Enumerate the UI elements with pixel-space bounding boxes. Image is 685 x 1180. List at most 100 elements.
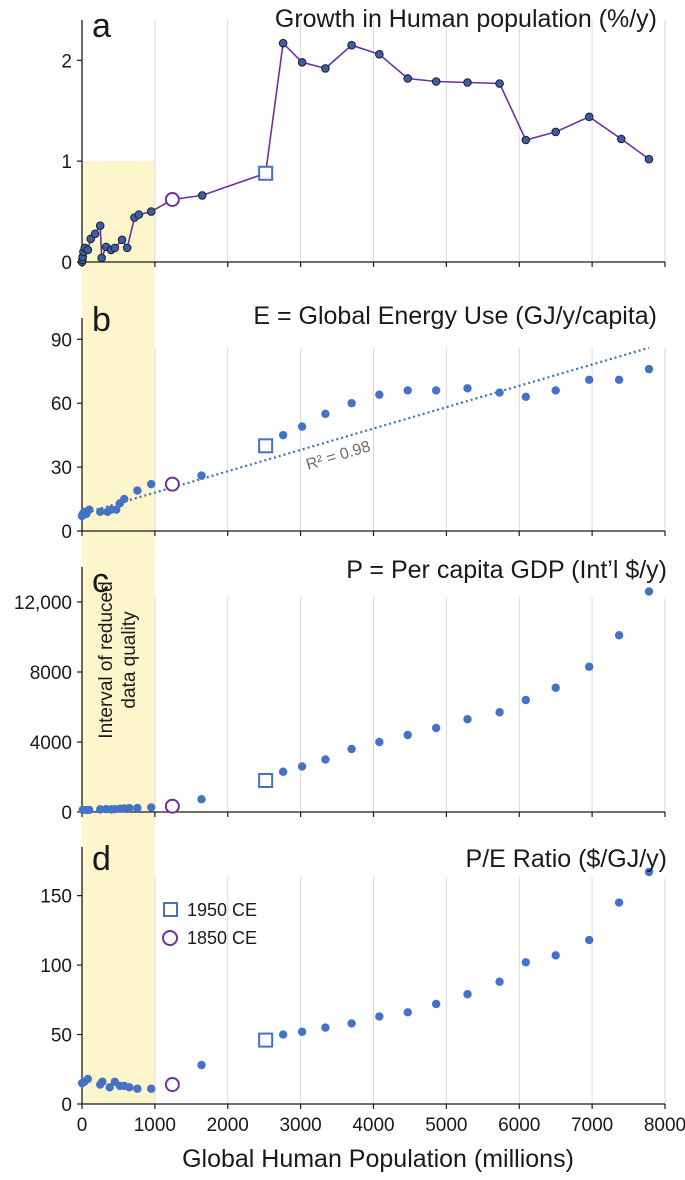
panel-b-data-point <box>463 384 472 393</box>
panel-b-data-point <box>347 399 356 408</box>
panel-b-y-tick-label: 90 <box>51 330 72 351</box>
panel-c-marker-1850 <box>164 798 180 814</box>
x-tick-label: 7000 <box>571 1115 613 1136</box>
panel-d-data-point <box>297 1027 307 1036</box>
panel-c-y-tick-label: 12,000 <box>14 593 72 614</box>
x-tick-label: 4000 <box>352 1115 394 1136</box>
panel-a-data-point <box>134 210 144 219</box>
panel-b-data-point <box>85 505 94 514</box>
panel-letter-d: d <box>92 840 111 878</box>
panel-b-data-point <box>431 386 441 395</box>
shade-label-line-2: data quality <box>119 611 140 709</box>
x-tick-label: 8000 <box>644 1115 685 1136</box>
panel-b-data-point <box>644 364 654 374</box>
panel-d-title: P/E Ratio ($/GJ/y) <box>466 845 667 873</box>
x-tick-label: 0 <box>77 1115 88 1136</box>
panel-d-data-point <box>495 977 504 986</box>
panel-d-shade <box>82 817 155 1104</box>
x-tick-label: 2000 <box>207 1115 249 1136</box>
data-marks <box>77 38 654 1093</box>
legend-label-1950: 1950 CE <box>187 900 257 920</box>
panel-a-data-point <box>146 207 156 216</box>
panel-a-data-point <box>495 79 504 88</box>
panel-c-data-point <box>147 803 156 812</box>
panel-b-data-point <box>614 375 624 384</box>
panel-d-y-tick-label: 150 <box>40 887 72 908</box>
panel-d-data-point <box>431 999 441 1009</box>
panel-d-data-point <box>585 935 594 945</box>
x-tick-label: 1000 <box>134 1115 176 1136</box>
panel-a-data-point <box>463 78 472 87</box>
panel-b-data-point <box>147 479 156 489</box>
panel-a-series-line <box>81 41 650 263</box>
panel-c-data-point <box>403 730 412 740</box>
panel-a-data-point <box>521 135 531 145</box>
gridlines <box>154 20 666 1104</box>
panel-a-data-point <box>97 253 106 263</box>
axes: 0 1 2 0 30 60 90 0 4000 8000 12,000 0 50 100 150 0 1000 2… <box>14 20 685 1136</box>
panel-a-data-point <box>616 134 626 144</box>
panel-a-y-tick-label: 1 <box>61 152 72 173</box>
x-axis-title: Global Human Population (millions) <box>182 1145 574 1173</box>
panel-b-title: E = Global Energy Use (GJ/y/capita) <box>253 302 657 330</box>
legend-marker-1950 <box>163 902 178 917</box>
panel-a-data-point <box>90 229 100 239</box>
panel-c-shade <box>82 537 155 842</box>
panel-b-marker-1950 <box>258 438 274 454</box>
panel-d-data-point <box>133 1084 142 1093</box>
panel-c-data-point <box>585 662 594 671</box>
panel-a-data-point <box>278 38 288 48</box>
panel-d-data-point <box>463 990 472 999</box>
panel-d-data-point <box>83 1074 93 1084</box>
legend-label-1850: 1850 CE <box>187 928 257 948</box>
panel-b-y-tick-label: 0 <box>61 522 72 543</box>
panel-b-data-point <box>585 375 594 384</box>
panel-c-y-tick-label: 4000 <box>30 733 72 754</box>
panel-c-data-point <box>278 767 288 776</box>
panel-d-data-point <box>197 1060 206 1070</box>
reduced-quality-shading <box>82 161 155 1104</box>
panel-d-data-point <box>125 1083 134 1092</box>
panel-b-data-point <box>375 390 384 399</box>
panel-c-data-point <box>614 631 624 640</box>
panel-b-data-point <box>321 409 330 419</box>
panel-letter-a: a <box>92 7 111 45</box>
panel-a-y-tick-label: 0 <box>61 253 72 274</box>
x-tick-label: 6000 <box>498 1115 540 1136</box>
panel-d-y-tick-label: 50 <box>51 1026 72 1047</box>
panel-b-data-point <box>120 494 129 504</box>
panel-b-data-point <box>521 392 531 402</box>
panel-a-title: Growth in Human population (%/y) <box>275 5 657 33</box>
panel-d-data-point <box>278 1030 288 1039</box>
panel-d-data-point <box>147 1084 156 1093</box>
panel-b-data-point <box>495 388 504 397</box>
panel-d-data-point <box>644 867 654 877</box>
panel-c-y-tick-label: 0 <box>61 803 72 824</box>
panel-a-data-point <box>117 235 127 245</box>
panel-b-data-point <box>403 386 412 395</box>
panel-a-data-point <box>347 40 356 50</box>
legend-marker-1850 <box>162 930 178 946</box>
panel-c-data-point <box>125 803 134 813</box>
panel-c-data-point <box>463 715 472 724</box>
panel-b-data-point <box>278 430 288 440</box>
legend: 1950 CE 1850 CE <box>162 900 257 948</box>
panel-a-data-point <box>83 245 93 255</box>
panel-b-marker-1850 <box>164 476 180 492</box>
panel-b-shade <box>82 288 155 561</box>
panel-c-data-point <box>347 744 356 754</box>
panel-d-data-point <box>403 1008 412 1017</box>
panel-c-data-point <box>495 708 504 717</box>
panel-d-data-point <box>321 1023 330 1032</box>
panel-c-data-point <box>197 795 206 804</box>
panel-b-trendline <box>81 346 650 516</box>
panel-d-data-point <box>347 1019 356 1028</box>
panel-a-data-point <box>584 112 594 122</box>
panel-c-y-tick-label: 8000 <box>30 663 72 684</box>
panel-a-data-point <box>375 49 384 59</box>
panel-c-data-point <box>521 695 531 705</box>
panel-c-data-point <box>297 762 307 771</box>
panel-c-data-point <box>133 803 142 813</box>
panel-a-data-point <box>321 64 330 73</box>
panel-b-y-tick-label: 60 <box>51 394 72 415</box>
